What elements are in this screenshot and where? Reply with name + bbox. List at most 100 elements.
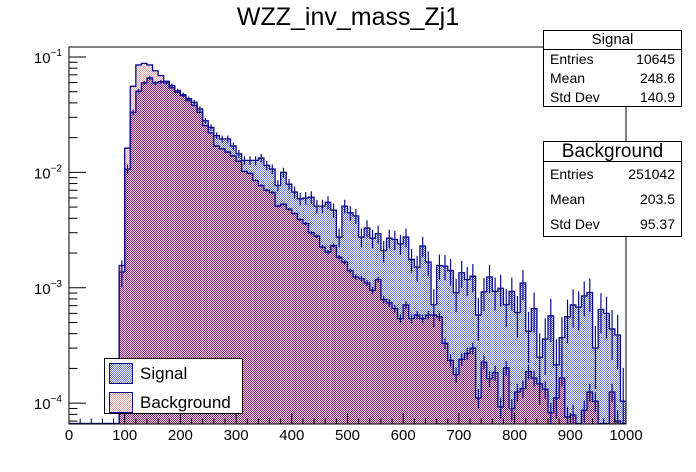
overlap-bin bbox=[481, 362, 487, 424]
legend-swatch-background bbox=[109, 392, 133, 413]
overlap-bin bbox=[341, 262, 348, 424]
y-tick-base: 10 bbox=[34, 50, 51, 67]
background-bin bbox=[135, 64, 142, 92]
y-axis: 10−110−210−310−4 bbox=[34, 48, 86, 422]
overlap-bin bbox=[141, 82, 147, 424]
signal-bin bbox=[286, 184, 292, 210]
x-tick-label: 900 bbox=[558, 427, 583, 444]
stats-label: Mean bbox=[550, 191, 586, 207]
overlap-bin bbox=[525, 371, 532, 424]
overlap-bin bbox=[163, 82, 170, 424]
signal-bin bbox=[353, 215, 359, 277]
overlap-bin bbox=[224, 152, 231, 424]
overlap-bin bbox=[247, 173, 253, 424]
overlap-bin bbox=[169, 87, 175, 424]
legend-entry-signal: Signal bbox=[105, 363, 242, 387]
overlap-bin bbox=[503, 367, 510, 424]
signal-bin bbox=[375, 233, 381, 280]
stats-row-std-dev: Std Dev 140.9 bbox=[544, 88, 681, 107]
overlap-bin bbox=[208, 132, 214, 424]
signal-bin bbox=[319, 206, 326, 248]
legend-label: Signal bbox=[140, 364, 188, 383]
legend: Signal Background bbox=[104, 358, 243, 414]
signal-bin bbox=[330, 210, 337, 246]
overlap-bin bbox=[492, 372, 498, 424]
signal-bin bbox=[269, 168, 276, 193]
stats-label: Mean bbox=[550, 70, 586, 86]
x-tick-label: 200 bbox=[168, 427, 193, 444]
x-tick-label: 700 bbox=[446, 427, 471, 444]
overlap-bin bbox=[375, 279, 381, 424]
stats-label: Entries bbox=[550, 166, 594, 182]
overlap-bin bbox=[308, 232, 315, 424]
signal-bin bbox=[598, 309, 604, 424]
signal-bin bbox=[475, 315, 482, 398]
signal-bin bbox=[458, 272, 465, 360]
overlap-bin bbox=[531, 378, 537, 424]
stats-title: Signal bbox=[544, 31, 681, 50]
overlap-bin bbox=[475, 397, 482, 424]
overlap-bin bbox=[347, 270, 354, 424]
overlap-bin bbox=[414, 315, 420, 424]
y-tick-label: 10−3 bbox=[34, 279, 63, 298]
signal-bin bbox=[224, 138, 231, 153]
overlap-bin bbox=[464, 353, 471, 424]
overlap-bin bbox=[520, 388, 526, 424]
signal-bin bbox=[403, 237, 409, 305]
y-tick-label: 10−4 bbox=[34, 394, 63, 413]
overlap-bin bbox=[314, 236, 320, 424]
signal-bin bbox=[581, 295, 588, 411]
signal-bin bbox=[503, 304, 510, 368]
stats-value: 10645 bbox=[636, 51, 675, 67]
overlap-bin bbox=[380, 299, 387, 424]
x-tick-label: 400 bbox=[279, 427, 304, 444]
signal-bin bbox=[564, 316, 571, 417]
overlap-bin bbox=[258, 185, 264, 424]
signal-bin bbox=[408, 259, 415, 319]
overlap-bin bbox=[330, 245, 337, 424]
overlap-bin bbox=[609, 391, 615, 424]
stats-value: 95.37 bbox=[639, 216, 675, 232]
x-tick-label: 0 bbox=[65, 427, 73, 444]
stats-value: 203.5 bbox=[639, 191, 675, 207]
overlap-bin bbox=[286, 209, 292, 424]
signal-bin bbox=[275, 185, 281, 207]
y-tick-label: 10−1 bbox=[34, 48, 63, 67]
stats-box-signal: Signal Entries 10645 Mean 248.6 Std Dev … bbox=[543, 30, 682, 107]
signal-bin bbox=[358, 237, 365, 279]
signal-bin bbox=[230, 146, 237, 156]
overlap-bin bbox=[425, 315, 432, 424]
overlap-bin bbox=[397, 318, 404, 424]
signal-bin bbox=[314, 206, 320, 237]
stats-label: Entries bbox=[550, 51, 594, 67]
y-tick-exponent: −4 bbox=[51, 394, 63, 405]
signal-bin bbox=[280, 172, 287, 205]
overlap-bin bbox=[453, 374, 459, 424]
overlap-bin bbox=[392, 308, 398, 424]
overlap-bin bbox=[470, 348, 476, 424]
signal-bin bbox=[341, 206, 348, 263]
overlap-bin bbox=[124, 168, 131, 424]
signal-bin bbox=[347, 212, 354, 271]
overlap-bin bbox=[364, 282, 370, 424]
overlap-bin bbox=[436, 316, 443, 424]
y-tick-base: 10 bbox=[34, 281, 51, 298]
signal-bin bbox=[481, 291, 487, 363]
overlap-bin bbox=[280, 204, 287, 424]
overlap-bin bbox=[230, 155, 237, 424]
stats-title: Background bbox=[544, 142, 681, 162]
signal-bin bbox=[241, 160, 248, 172]
overlap-bin bbox=[442, 343, 448, 424]
legend-label: Background bbox=[140, 393, 231, 412]
signal-bin bbox=[219, 138, 225, 149]
x-tick-label: 800 bbox=[502, 427, 527, 444]
overlap-bin bbox=[369, 290, 376, 424]
y-tick-base: 10 bbox=[34, 396, 51, 413]
overlap-bin bbox=[386, 302, 393, 424]
signal-bin bbox=[258, 158, 264, 186]
overlap-bin bbox=[135, 91, 142, 424]
x-tick-label: 100 bbox=[112, 427, 137, 444]
signal-bin bbox=[453, 292, 459, 375]
error-bars bbox=[121, 63, 624, 424]
histogram-fills bbox=[119, 63, 626, 424]
